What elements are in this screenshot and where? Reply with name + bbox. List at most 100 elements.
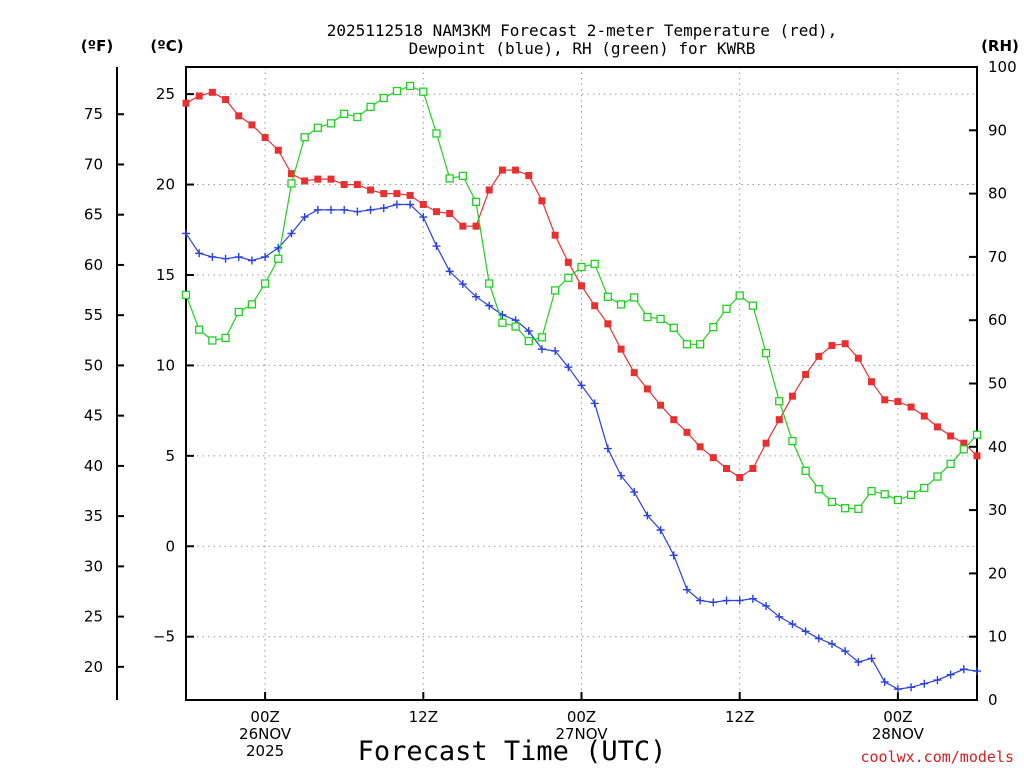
data-point xyxy=(182,229,190,238)
data-point xyxy=(313,205,322,214)
data-point xyxy=(867,486,876,496)
data-point xyxy=(920,679,929,688)
fahrenheit-tick-label: 55 xyxy=(84,306,103,324)
data-point xyxy=(802,370,810,378)
data-point xyxy=(722,304,731,313)
axis-labels: 7570656055504540353025202520151050−51009… xyxy=(84,58,1017,760)
data-point xyxy=(195,92,203,100)
fahrenheit-tick-label: 30 xyxy=(84,557,103,575)
data-point xyxy=(643,385,651,393)
data-point xyxy=(616,300,626,309)
data-point xyxy=(854,658,863,667)
celsius-tick-label: 25 xyxy=(156,85,175,103)
data-point xyxy=(841,647,850,656)
data-point xyxy=(577,381,586,390)
data-point xyxy=(788,620,797,629)
data-point xyxy=(274,146,282,154)
rh-tick-label: 90 xyxy=(988,121,1007,139)
data-point xyxy=(301,177,309,185)
data-point xyxy=(775,397,784,406)
rh-tick-label: 100 xyxy=(988,58,1017,76)
data-point xyxy=(775,612,784,621)
data-point xyxy=(367,186,375,194)
x-tick-label: 27NOV xyxy=(555,725,608,743)
data-point xyxy=(274,243,283,252)
data-point xyxy=(551,231,559,239)
fahrenheit-tick-label: 20 xyxy=(84,658,103,676)
celsius-tick-label: 0 xyxy=(165,537,175,555)
data-point xyxy=(564,258,572,266)
x-tick-label: 12Z xyxy=(409,708,438,726)
data-point xyxy=(801,466,810,476)
data-point xyxy=(617,345,625,353)
data-point xyxy=(458,280,467,289)
data-point xyxy=(920,412,928,420)
data-point xyxy=(709,598,718,607)
data-point xyxy=(722,596,731,605)
data-point xyxy=(881,396,889,404)
data-point xyxy=(815,352,823,360)
rh-tick-label: 20 xyxy=(988,564,1007,582)
data-point xyxy=(221,333,230,343)
data-point xyxy=(445,267,454,276)
data-point xyxy=(512,166,520,174)
data-point xyxy=(247,256,256,265)
data-point xyxy=(485,186,493,194)
rh-tick-label: 80 xyxy=(988,185,1007,203)
data-point xyxy=(736,474,744,482)
data-point xyxy=(326,119,336,128)
data-point xyxy=(300,213,309,222)
data-point xyxy=(748,301,758,310)
celsius-tick-label: 20 xyxy=(156,176,175,194)
series-dewpoint xyxy=(182,200,981,694)
data-point xyxy=(392,200,401,209)
data-point xyxy=(801,627,810,636)
data-point xyxy=(880,490,889,499)
data-point xyxy=(933,423,941,431)
x-tick-label: 00Z xyxy=(250,708,279,726)
data-point xyxy=(327,205,336,214)
data-point xyxy=(182,99,190,107)
data-point xyxy=(617,471,626,480)
data-point xyxy=(933,472,942,481)
data-point xyxy=(498,318,507,327)
data-point xyxy=(538,197,546,205)
data-point xyxy=(261,134,269,142)
data-point xyxy=(208,336,217,345)
data-point xyxy=(432,242,441,251)
data-point xyxy=(893,685,902,694)
data-point xyxy=(379,93,388,103)
data-point xyxy=(775,416,783,424)
data-point xyxy=(366,205,375,214)
data-point xyxy=(419,87,428,96)
data-point xyxy=(235,112,243,120)
data-point xyxy=(827,497,837,507)
data-point xyxy=(524,336,533,346)
data-point xyxy=(537,333,547,342)
x-tick-label: 00Z xyxy=(883,708,912,726)
data-point xyxy=(947,432,955,440)
data-point xyxy=(656,525,665,534)
data-point xyxy=(868,378,876,386)
data-point xyxy=(208,252,217,261)
data-point xyxy=(537,345,546,354)
data-point xyxy=(234,307,243,317)
data-point xyxy=(630,369,638,377)
data-point xyxy=(234,252,243,261)
data-point xyxy=(511,322,520,331)
data-point xyxy=(274,254,283,263)
data-point xyxy=(578,282,585,290)
data-point xyxy=(287,170,295,178)
rh-unit-label: (RH) xyxy=(981,37,1019,55)
data-point xyxy=(261,252,270,261)
data-point xyxy=(788,392,796,400)
data-point xyxy=(314,175,322,183)
data-point xyxy=(459,222,467,230)
data-point xyxy=(550,286,560,295)
data-point xyxy=(973,452,981,460)
data-point xyxy=(181,290,191,300)
data-point xyxy=(972,430,982,439)
data-point xyxy=(748,594,757,603)
data-point xyxy=(670,416,678,424)
data-point xyxy=(248,121,256,129)
